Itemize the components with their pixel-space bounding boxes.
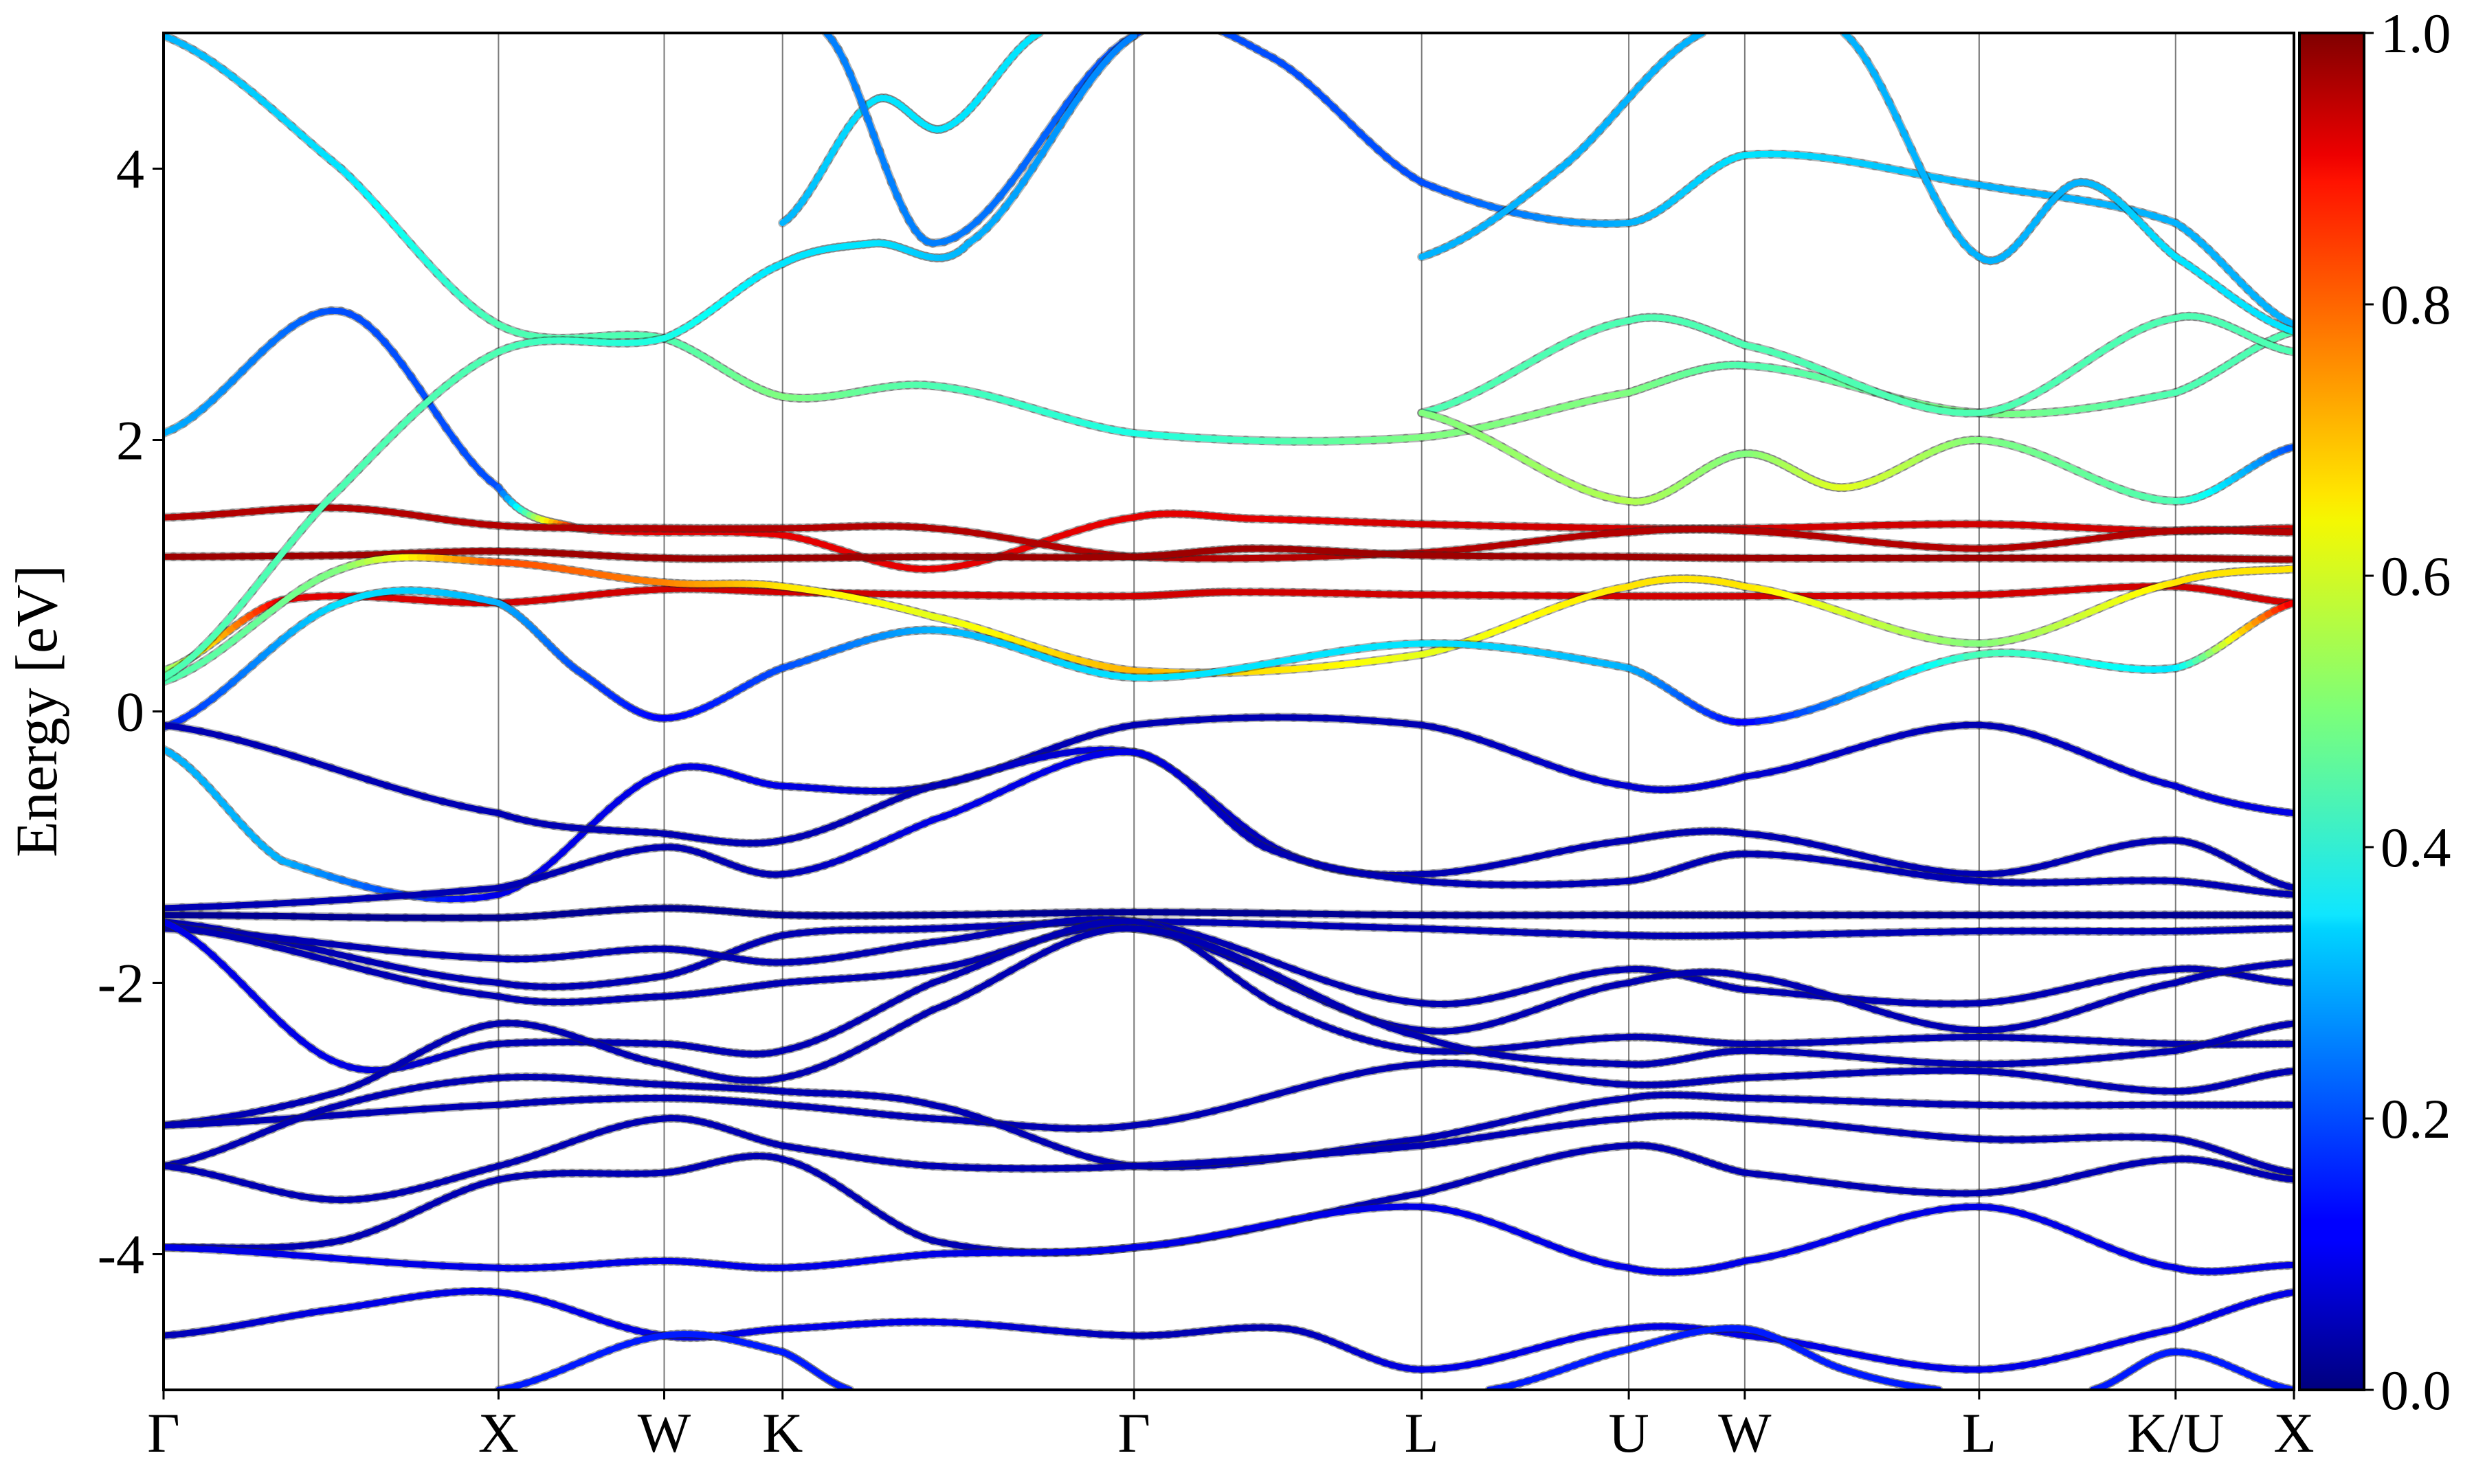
band-series xyxy=(164,33,2294,446)
band-series xyxy=(164,503,2294,563)
band-series xyxy=(164,747,2294,913)
band-series xyxy=(164,586,2294,732)
band-series xyxy=(164,720,2294,892)
band-series xyxy=(164,552,2294,686)
band-series xyxy=(164,903,2294,923)
band-series xyxy=(164,544,2294,564)
bands xyxy=(164,33,2294,1390)
